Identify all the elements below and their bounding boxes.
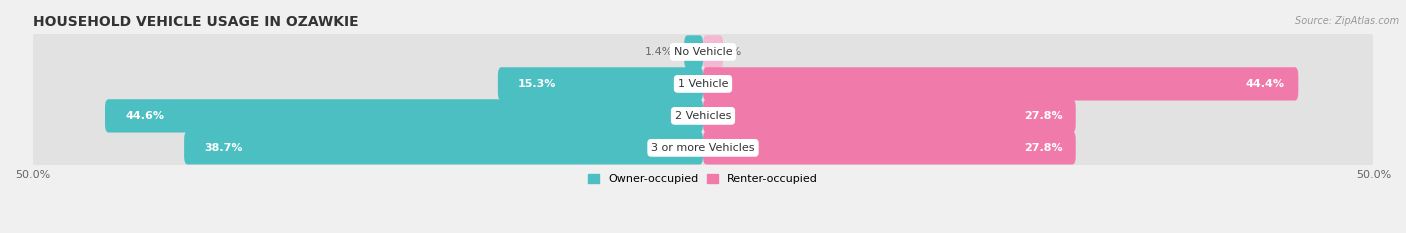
Bar [700, 75, 703, 92]
FancyBboxPatch shape [32, 95, 1374, 136]
Text: 44.6%: 44.6% [125, 111, 165, 121]
FancyBboxPatch shape [703, 99, 1076, 133]
Bar [703, 108, 706, 124]
Text: HOUSEHOLD VEHICLE USAGE IN OZAWKIE: HOUSEHOLD VEHICLE USAGE IN OZAWKIE [32, 15, 359, 29]
FancyBboxPatch shape [685, 35, 703, 69]
Text: 3 or more Vehicles: 3 or more Vehicles [651, 143, 755, 153]
Text: No Vehicle: No Vehicle [673, 47, 733, 57]
Text: 2 Vehicles: 2 Vehicles [675, 111, 731, 121]
Bar [700, 140, 703, 156]
Bar [700, 44, 703, 60]
Bar [700, 108, 703, 124]
FancyBboxPatch shape [32, 63, 1374, 104]
FancyBboxPatch shape [32, 31, 1374, 72]
Text: 27.8%: 27.8% [1024, 111, 1063, 121]
Bar [703, 44, 706, 60]
FancyBboxPatch shape [703, 67, 1298, 100]
Text: 1 Vehicle: 1 Vehicle [678, 79, 728, 89]
Text: 15.3%: 15.3% [517, 79, 557, 89]
Bar [703, 75, 706, 92]
FancyBboxPatch shape [703, 35, 723, 69]
FancyBboxPatch shape [184, 131, 703, 164]
Text: Source: ZipAtlas.com: Source: ZipAtlas.com [1295, 16, 1399, 26]
Text: 44.4%: 44.4% [1246, 79, 1285, 89]
Text: 0.0%: 0.0% [714, 47, 742, 57]
Text: 1.4%: 1.4% [645, 47, 673, 57]
FancyBboxPatch shape [498, 67, 703, 100]
FancyBboxPatch shape [105, 99, 703, 133]
FancyBboxPatch shape [703, 131, 1076, 164]
Text: 27.8%: 27.8% [1024, 143, 1063, 153]
Text: 38.7%: 38.7% [204, 143, 243, 153]
Legend: Owner-occupied, Renter-occupied: Owner-occupied, Renter-occupied [583, 170, 823, 189]
FancyBboxPatch shape [32, 127, 1374, 168]
Bar [703, 140, 706, 156]
